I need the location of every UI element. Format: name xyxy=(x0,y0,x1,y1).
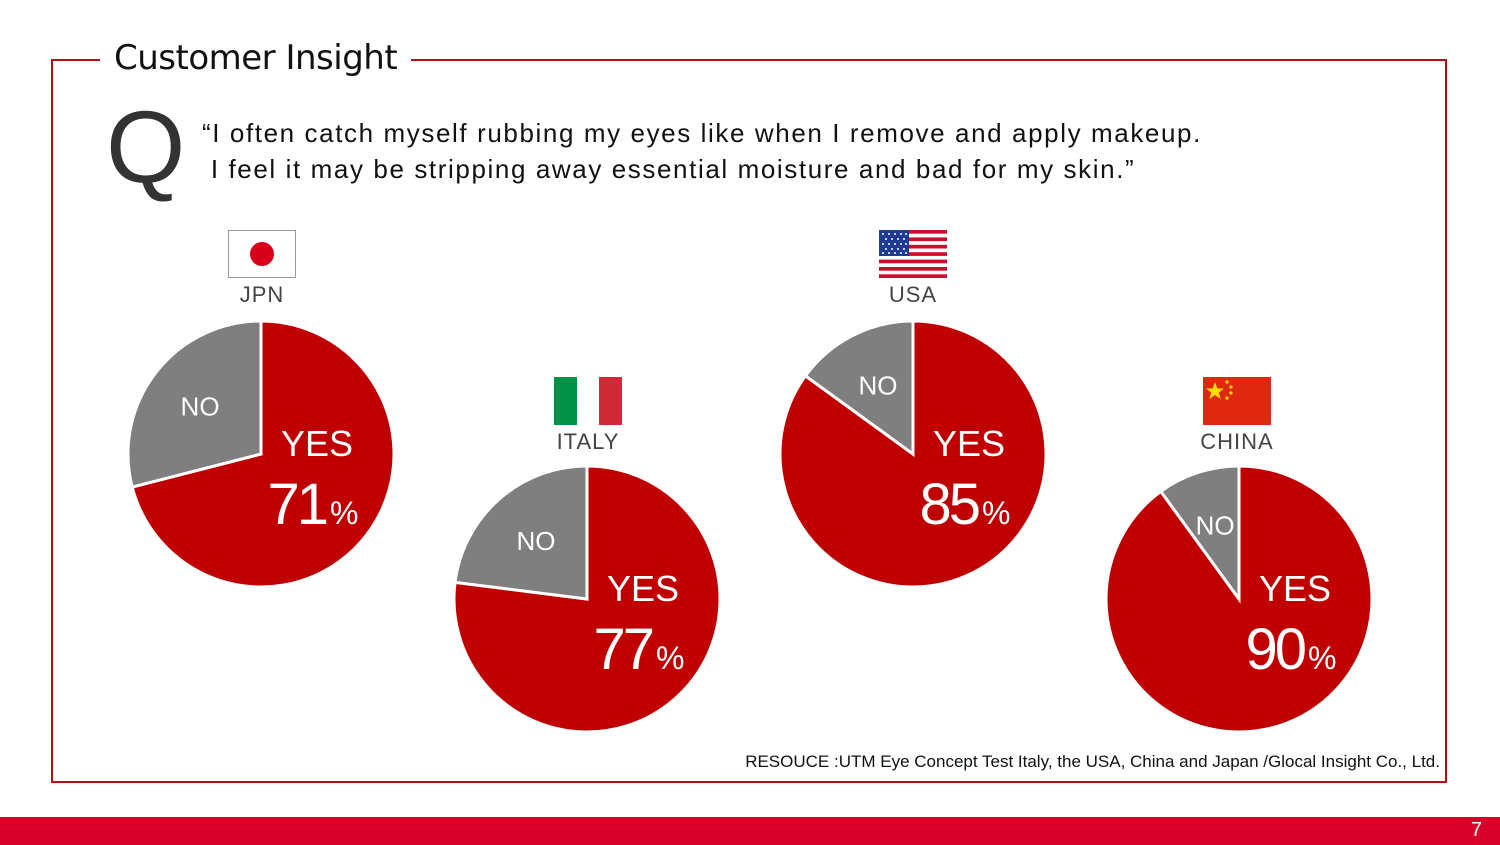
country-label-italy: ITALY xyxy=(556,429,620,454)
pie-label-yes-italy: YES xyxy=(607,568,679,609)
italy-flag-icon xyxy=(554,377,622,425)
china-flag-icon xyxy=(1203,377,1271,425)
pie-label-no-usa: NO xyxy=(858,370,897,400)
pie-value-yes-usa: 85% xyxy=(920,472,1011,537)
pie-value-percent-italy: % xyxy=(656,640,684,676)
pie-value-percent-china: % xyxy=(1308,640,1336,676)
pie-label-no-italy: NO xyxy=(516,526,555,556)
pie-label-no-china: NO xyxy=(1196,511,1235,541)
pie-chart-jpn: NO YES 71% xyxy=(126,319,396,589)
country-header-china: CHINA xyxy=(1137,377,1337,455)
footer-bar: 7 xyxy=(0,817,1500,845)
country-label-china: CHINA xyxy=(1200,429,1274,454)
pie-label-yes-jpn: YES xyxy=(281,423,353,464)
content-frame xyxy=(51,59,1447,783)
quote-line-2: I feel it may be stripping away essentia… xyxy=(202,154,1136,184)
question-letter: Q xyxy=(106,90,186,204)
pie-slice-yes-jpn xyxy=(130,319,396,589)
pie-value-yes-italy: 77% xyxy=(594,617,685,682)
pie-slice-no-usa xyxy=(803,319,915,457)
country-label-jpn: JPN xyxy=(239,282,285,307)
pie-label-yes-china: YES xyxy=(1259,568,1331,609)
pie-chart-usa: NO YES 85% xyxy=(778,319,1048,589)
pie-slice-no-italy xyxy=(453,464,589,601)
country-header-jpn: JPN xyxy=(162,230,362,308)
pie-label-no-jpn: NO xyxy=(181,392,220,422)
country-header-usa: USA xyxy=(813,230,1013,308)
quote-line-1: “I often catch myself rubbing my eyes li… xyxy=(202,118,1202,148)
pie-value-number-italy: 77 xyxy=(594,617,653,682)
customer-quote: “I often catch myself rubbing my eyes li… xyxy=(202,115,1202,187)
source-note: RESOUCE :UTM Eye Concept Test Italy, the… xyxy=(745,752,1440,771)
pie-value-yes-jpn: 71% xyxy=(268,472,359,537)
pie-value-number-usa: 85 xyxy=(920,472,979,537)
pie-value-yes-china: 90% xyxy=(1246,617,1337,682)
pie-value-number-jpn: 71 xyxy=(268,472,327,537)
usa-flag-icon xyxy=(879,230,947,278)
pie-value-percent-usa: % xyxy=(982,495,1010,531)
japan-flag-icon xyxy=(228,230,296,278)
pie-value-number-china: 90 xyxy=(1246,617,1305,682)
pie-chart-italy: NO YES 77% xyxy=(452,464,722,734)
country-header-italy: ITALY xyxy=(488,377,688,455)
pie-label-yes-usa: YES xyxy=(933,423,1005,464)
page-number: 7 xyxy=(1470,819,1482,841)
slide-title: Customer Insight xyxy=(100,38,412,78)
country-label-usa: USA xyxy=(888,282,938,307)
pie-slice-no-jpn xyxy=(126,319,263,489)
pie-chart-china: NO YES 90% xyxy=(1104,464,1374,734)
pie-slice-no-china xyxy=(1158,464,1241,604)
pie-value-percent-jpn: % xyxy=(330,495,358,531)
